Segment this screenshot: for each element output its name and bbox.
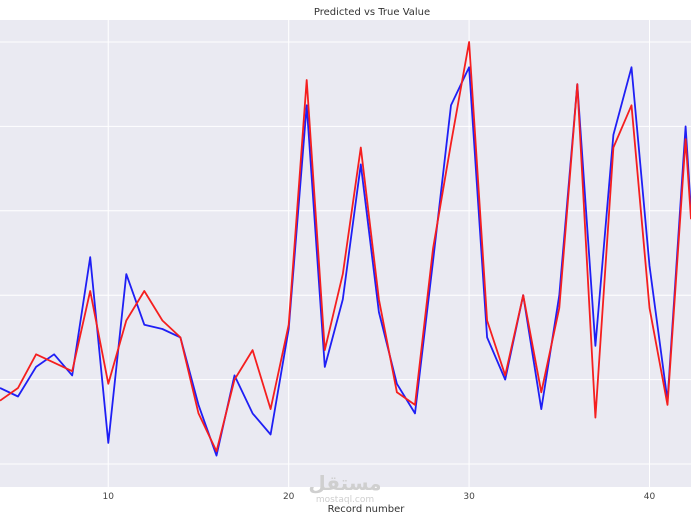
x-axis: 10 20 30 40 (103, 492, 656, 502)
x-tick-label: 40 (644, 492, 656, 502)
x-axis-label: Record number (328, 504, 406, 515)
watermark-url: mostaql.com (316, 495, 374, 505)
watermark-logo: مستقل (308, 471, 381, 495)
series-layer (0, 41, 691, 457)
x-tick-label: 30 (463, 492, 475, 502)
x-tick-label: 20 (283, 492, 295, 502)
chart-title: Predicted vs True Value (314, 7, 430, 18)
series-line-red (0, 41, 691, 453)
x-tick-label: 10 (103, 492, 115, 502)
series-line-blue (0, 66, 691, 457)
grid (0, 20, 691, 487)
